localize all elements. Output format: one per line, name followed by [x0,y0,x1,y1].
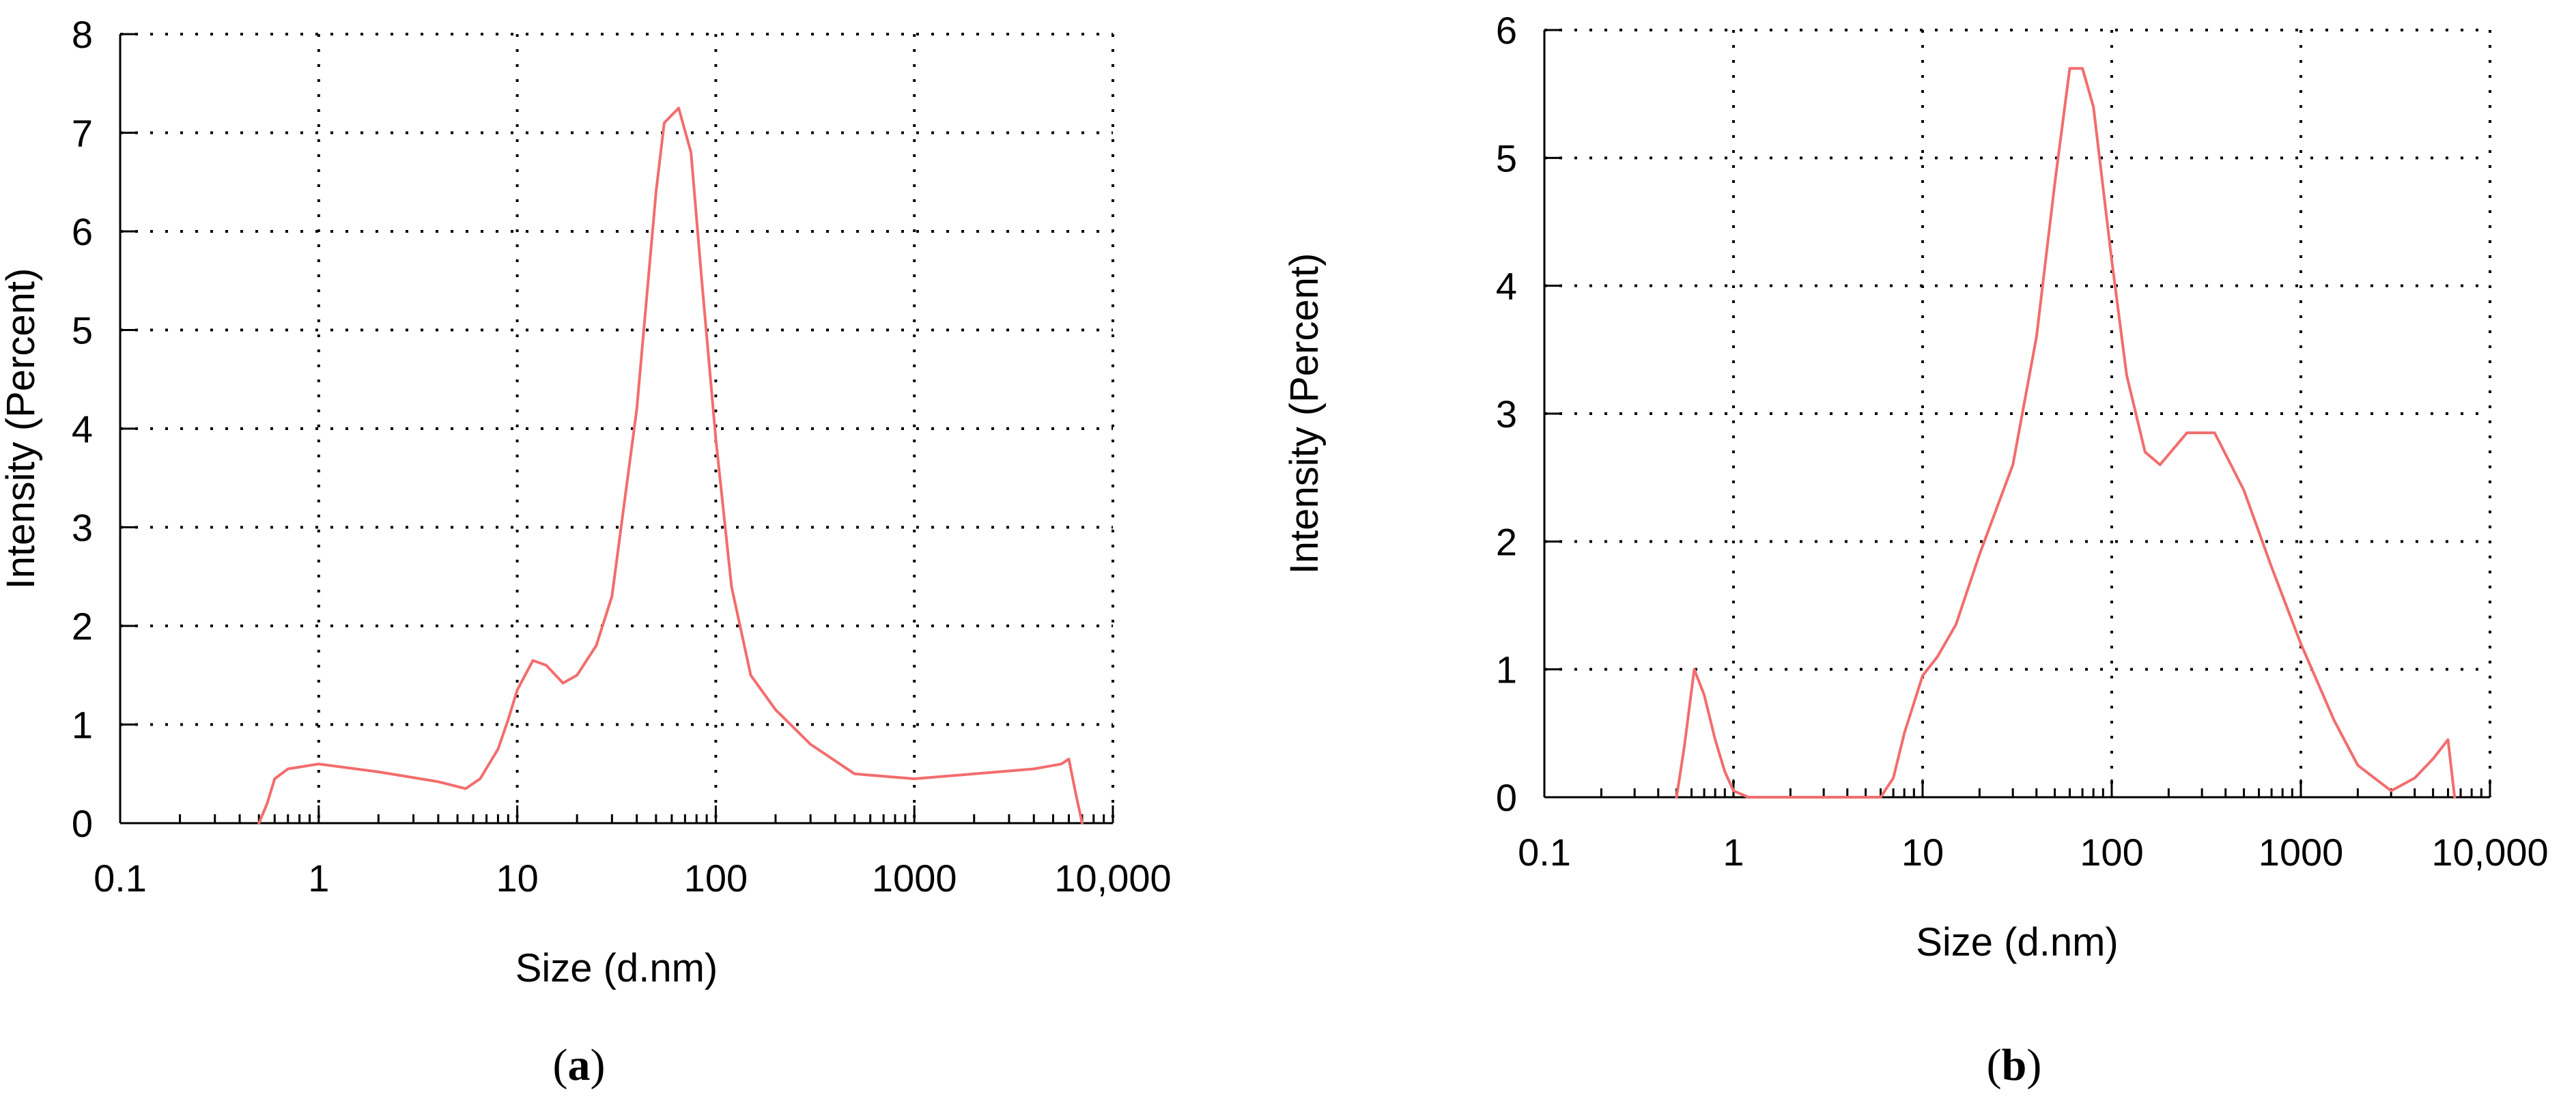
series-line-b-0 [1675,67,2457,799]
y-tick-label-a-0: 0 [72,802,93,845]
y-tick-label-a-8: 8 [72,13,93,56]
y-tick-label-a-6: 6 [72,210,93,253]
y-tick-label-b-4: 4 [1496,265,1517,308]
y-tick-label-b-1: 1 [1496,648,1517,691]
y-tick-label-b-5: 5 [1496,137,1517,180]
y-tick-label-a-7: 7 [72,112,93,155]
x-tick-label-b-2: 10 [1901,831,1944,874]
x-tick-label-a-3: 100 [684,857,748,900]
y-axis-label-a: Intensity (Percent) [0,268,43,590]
x-tick-label-b-3: 100 [2080,831,2143,874]
x-tick-label-a-5: 10,000 [1054,857,1171,900]
y-tick-label-a-4: 4 [72,407,93,450]
y-tick-label-b-3: 3 [1496,392,1517,435]
x-tick-label-a-0: 0.1 [94,857,147,900]
chart-panel-a: 0.1 1 10 100 1000 10,000 0 1 2 3 4 5 6 7 8 Size (d.nm) I… [0,13,1172,1090]
y-axis-label-b: Intensity (Percent) [1282,253,1327,575]
panel-caption-a: (a) [553,1040,606,1090]
chart-panel-b: 0.1 1 10 100 1000 10,000 0 1 2 3 4 5 6 Size (d.nm) Int… [1282,9,2549,1090]
y-tick-label-b-2: 2 [1496,520,1517,563]
y-tick-label-a-2: 2 [72,605,93,648]
x-tick-label-a-1: 1 [308,857,329,900]
x-tick-label-a-2: 10 [496,857,538,900]
y-tick-label-a-1: 1 [72,704,93,747]
x-tick-label-b-5: 10,000 [2431,831,2548,874]
y-tick-label-a-5: 5 [72,309,93,352]
y-tick-label-a-3: 3 [72,506,93,549]
x-axis-label-a: Size (d.nm) [515,946,718,990]
x-tick-label-b-0: 0.1 [1518,831,1571,874]
y-tick-label-b-6: 6 [1496,9,1517,52]
x-tick-label-b-1: 1 [1723,831,1744,874]
series-line-a-0 [257,106,1084,825]
panel-caption-b: (b) [1987,1040,2042,1090]
x-axis-label-b: Size (d.nm) [1916,920,2119,964]
x-tick-label-a-4: 1000 [872,857,957,900]
y-tick-label-b-0: 0 [1496,776,1517,819]
x-tick-label-b-4: 1000 [2259,831,2344,874]
